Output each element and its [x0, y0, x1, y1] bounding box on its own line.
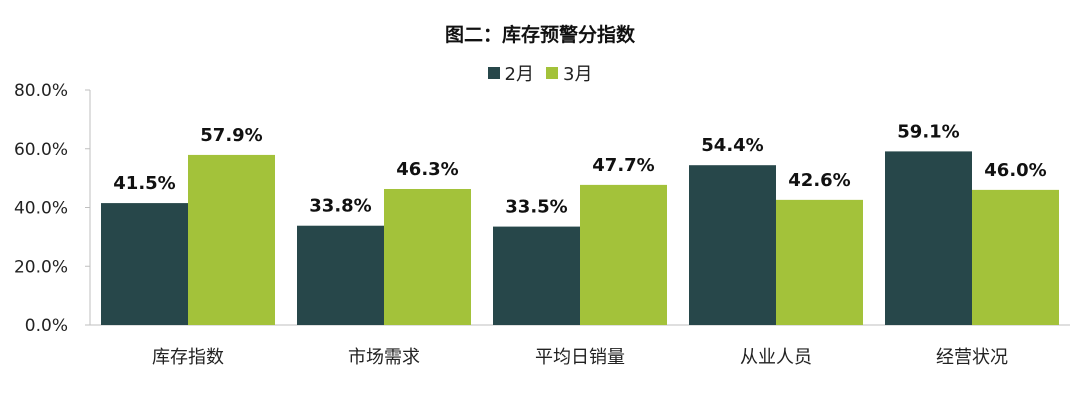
bar-series-1	[689, 165, 776, 325]
data-label: 33.8%	[309, 196, 371, 217]
chart-legend: 2月 3月	[0, 60, 1080, 86]
legend-swatch-series-1	[487, 67, 500, 79]
chart-title: 图二：库存预警分指数	[444, 24, 635, 46]
bar-series-1	[885, 151, 972, 325]
legend-swatch-series-2	[546, 67, 558, 79]
data-label: 47.7%	[592, 155, 654, 176]
data-label: 46.3%	[396, 159, 458, 180]
bar-series-2	[972, 189, 1059, 325]
y-tick-label: 40.0%	[14, 199, 68, 219]
bar-series-2	[580, 184, 667, 325]
bar-series-2	[188, 154, 275, 325]
legend-label-series-1: 2月	[504, 64, 534, 85]
data-label: 42.6%	[788, 170, 850, 191]
data-label: 33.5%	[505, 197, 567, 218]
x-category-label: 经营状况	[936, 347, 1008, 368]
x-category-label: 平均日销量	[535, 347, 625, 368]
x-category-label: 从业人员	[740, 347, 812, 368]
x-category-label: 库存指数	[152, 347, 224, 368]
y-tick-label: 80.0%	[14, 81, 68, 101]
bar-series-2	[384, 188, 471, 325]
y-tick-label: 60.0%	[14, 140, 68, 160]
bar-series-1	[297, 225, 384, 325]
data-label: 54.4%	[701, 135, 763, 156]
data-label: 46.0%	[984, 160, 1046, 181]
x-category-label: 市场需求	[348, 347, 420, 368]
legend-item-series-2: 3月	[546, 60, 592, 86]
bar-series-1	[493, 226, 580, 325]
y-tick-label: 0.0%	[25, 316, 68, 336]
legend-label-series-2: 3月	[563, 64, 593, 85]
data-label: 41.5%	[113, 173, 175, 194]
y-tick-label: 20.0%	[14, 257, 68, 277]
bar-series-2	[776, 199, 863, 325]
bar-series-1	[101, 203, 188, 325]
data-label: 59.1%	[897, 121, 959, 142]
data-label: 57.9%	[200, 125, 262, 146]
legend-item-series-1: 2月	[487, 60, 534, 86]
